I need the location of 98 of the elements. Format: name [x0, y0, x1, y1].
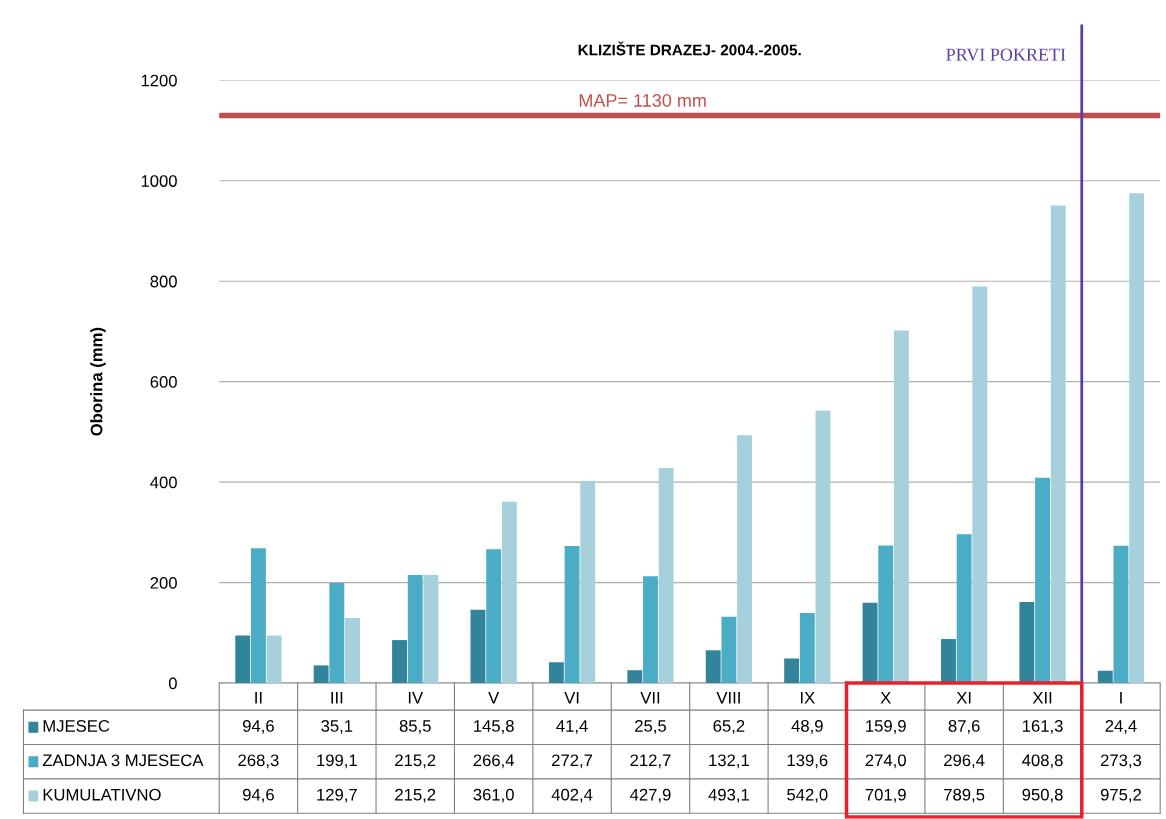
ref-line-label: MAP= 1130 mm [579, 94, 706, 107]
bar [799, 612, 815, 684]
data-label: 273,3 [1100, 754, 1142, 769]
x-tick-label: XI [956, 691, 971, 704]
data-label: 402,4 [551, 788, 593, 803]
data-label: 361,0 [473, 788, 514, 803]
x-tick-label: X [880, 691, 891, 704]
legend-label: MJESEC [43, 720, 110, 732]
bar [862, 602, 878, 684]
bar [345, 617, 360, 684]
data-label: 408,8 [1022, 754, 1063, 769]
chart-title: KLIZIŠTE DRAZEJ- 2004.-2005. [578, 41, 801, 56]
bar [470, 609, 486, 684]
bar [423, 574, 439, 684]
data-label: 215,2 [395, 754, 436, 769]
data-label: 266,4 [473, 754, 515, 769]
bar [815, 410, 831, 684]
x-tick-label: VII [640, 691, 660, 704]
x-tick-label: V [488, 691, 500, 704]
y-tick-label: 0 [168, 677, 177, 690]
x-tick-label: IV [408, 691, 424, 704]
data-label: 87,6 [948, 720, 980, 734]
bar [893, 330, 909, 684]
bar [941, 639, 956, 684]
data-label: 159,9 [866, 720, 906, 734]
data-label: 35,1 [321, 720, 353, 734]
data-label: 199,1 [317, 754, 357, 769]
bar [407, 574, 423, 684]
bar [501, 501, 517, 684]
data-label: 129,7 [317, 788, 357, 803]
data-label: 272,7 [552, 754, 593, 769]
data-label: 950,8 [1022, 788, 1063, 803]
data-label: 48,9 [791, 720, 823, 734]
y-axis-title: Oborina (mm) [90, 327, 106, 436]
legend-label: KUMULATIVNO [43, 788, 161, 801]
bar [627, 670, 643, 684]
bar [564, 546, 580, 684]
y-tick-label: 600 [150, 376, 177, 388]
data-label: 215,2 [395, 788, 436, 803]
bar [737, 435, 753, 684]
x-tick-label: II [255, 691, 262, 704]
ref-line-label: PRVI POKRETI [946, 48, 1066, 61]
y-tick-label: 400 [150, 476, 177, 489]
data-label: 41,4 [556, 720, 588, 734]
data-label: 296,4 [944, 754, 985, 769]
bar [658, 468, 674, 684]
x-tick-label: I [1120, 691, 1122, 704]
data-label: 701,9 [865, 788, 906, 803]
data-label: 94,6 [242, 720, 274, 734]
x-tick-label: IX [800, 691, 815, 704]
data-label: 132,1 [709, 754, 749, 769]
data-label: 268,3 [238, 754, 279, 769]
data-label: 94,6 [242, 788, 274, 803]
y-tick-label: 1200 [141, 74, 177, 87]
bar [1129, 193, 1145, 684]
data-label: 145,8 [474, 720, 514, 734]
bar [1113, 545, 1129, 684]
bar [1050, 205, 1066, 684]
data-label: 274,0 [865, 754, 906, 769]
x-tick-label: III [331, 691, 343, 704]
bar [1019, 602, 1035, 684]
data-label: 24,4 [1105, 720, 1137, 734]
data-label: 493,1 [708, 788, 749, 803]
bar [1097, 670, 1113, 684]
data-label: 212,7 [630, 754, 671, 769]
x-tick-label: XII [1032, 691, 1052, 704]
bar [486, 549, 502, 684]
bar [580, 480, 596, 684]
y-tick-label: 200 [150, 576, 177, 589]
bar [235, 635, 251, 684]
y-tick-label: 800 [150, 275, 177, 288]
bar [392, 640, 408, 684]
data-label: 789,5 [944, 788, 985, 803]
data-label: 85,5 [399, 720, 431, 734]
data-label: 542,0 [787, 788, 828, 803]
bar [721, 616, 737, 684]
bar [266, 635, 282, 684]
bar [313, 665, 329, 684]
data-label: 139,6 [787, 754, 828, 769]
x-tick-label: VI [564, 691, 579, 704]
y-tick-label: 1000 [141, 175, 177, 187]
bar [972, 286, 988, 684]
bar [643, 576, 658, 684]
data-label: 65,2 [713, 720, 745, 734]
bar [1035, 477, 1050, 684]
data-label: 161,3 [1022, 720, 1063, 734]
data-label: 25,5 [635, 720, 666, 734]
bar [329, 583, 345, 684]
data-label: 975,2 [1100, 788, 1141, 803]
bar [784, 658, 800, 684]
x-tick-label: VIII [716, 691, 740, 704]
bar [548, 662, 564, 684]
bar [250, 548, 266, 684]
data-label: 427,9 [630, 788, 671, 803]
bar [878, 545, 894, 684]
bar [705, 650, 721, 684]
legend-label: ZADNJA 3 MJESECA [42, 754, 204, 767]
bar [956, 534, 972, 684]
